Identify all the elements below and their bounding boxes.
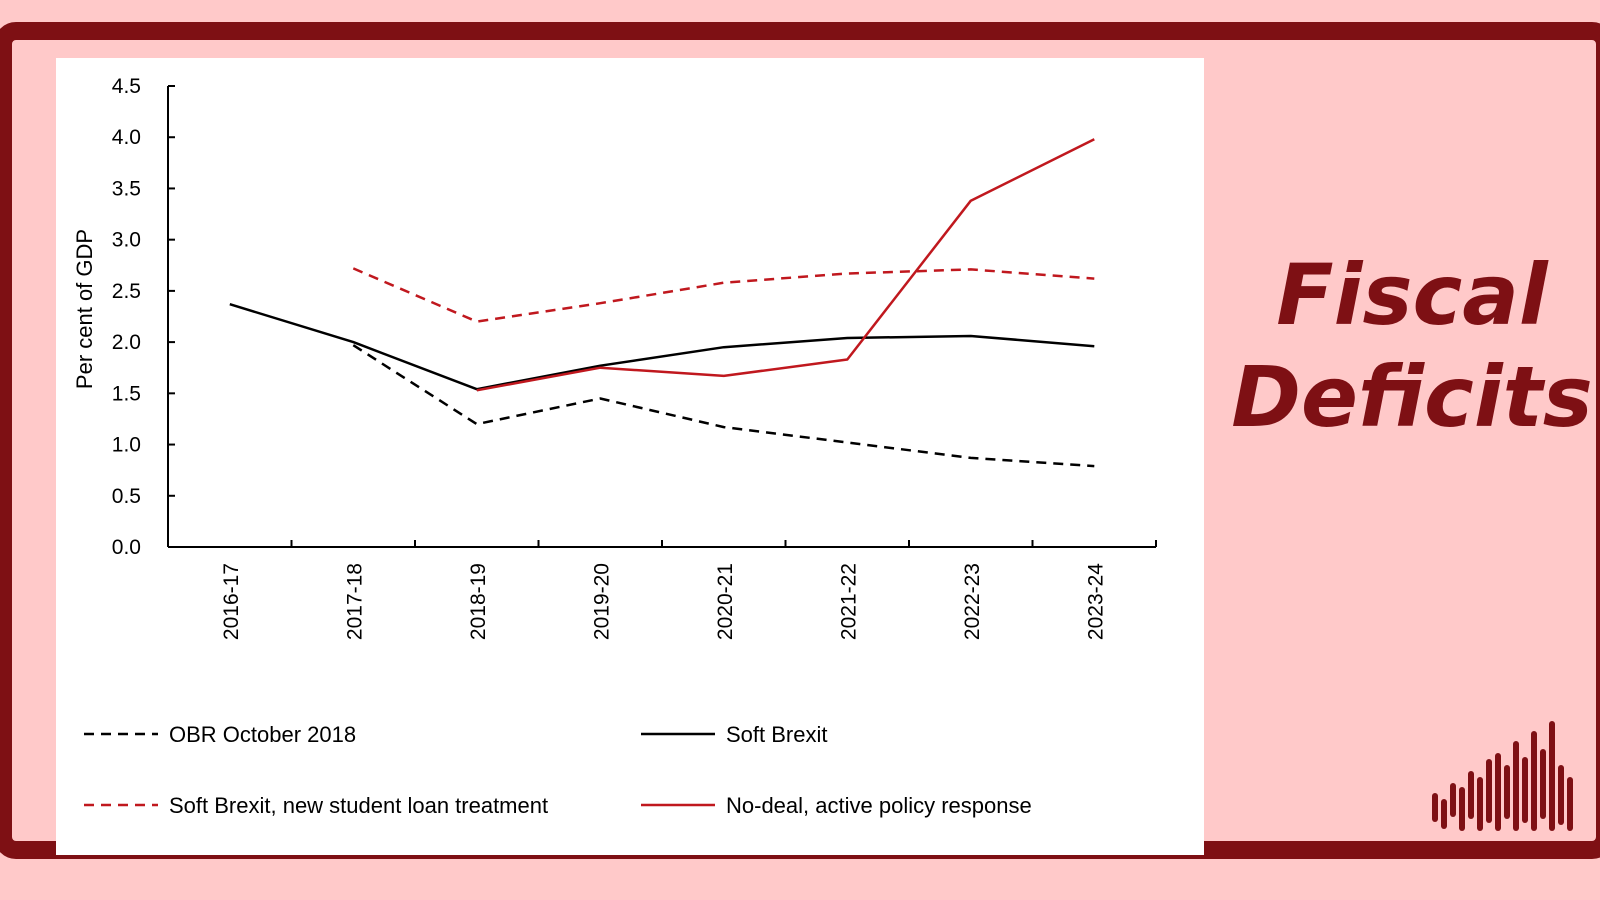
legend-label-3: Soft Brexit, new student loan treatment: [169, 793, 548, 818]
chart-panel: 0.0 0.5 1.0 1.5 2.0 2.5 3.0 3.5 4.0 4.5 2016-17 201…: [56, 58, 1204, 855]
series-line-2: [229, 303, 1095, 391]
legend-label-4: No-deal, active policy response: [726, 793, 1032, 818]
x-tick-label: 2017-18: [343, 563, 366, 640]
headline-line-1: Fiscal: [1276, 246, 1548, 344]
x-tick-label: 2016-17: [220, 563, 243, 640]
bar-waveform-logo-icon: [1432, 721, 1573, 831]
legend-label-1: OBR October 2018: [169, 722, 356, 747]
x-tick-label: 2018-19: [467, 563, 490, 640]
y-tick-label: 4.5: [112, 75, 141, 98]
series-line-3: [352, 267, 1095, 323]
x-tick-label: 2023-24: [1084, 563, 1107, 640]
y-tick-label: 0.5: [112, 485, 141, 508]
x-tick-label: 2021-22: [837, 563, 860, 640]
y-tick-label: 1.5: [112, 382, 141, 405]
y-tick-label: 3.5: [112, 177, 141, 200]
headline: Fiscal Deficits: [1212, 244, 1600, 448]
y-tick-label: 4.0: [112, 126, 141, 149]
series-line-1: [352, 344, 1095, 468]
line-chart: 0.0 0.5 1.0 1.5 2.0 2.5 3.0 3.5 4.0 4.5 2016-17 201…: [72, 75, 1157, 818]
series-line-4: [476, 138, 1095, 392]
x-tick-label: 2020-21: [714, 563, 737, 640]
legend-label-2: Soft Brexit: [726, 722, 827, 747]
y-tick-label: 1.0: [112, 434, 141, 457]
y-tick-label: 0.0: [112, 536, 141, 559]
y-tick-label: 2.0: [112, 331, 141, 354]
x-tick-label: 2019-20: [590, 563, 613, 640]
y-tick-label: 3.0: [112, 229, 141, 252]
y-axis-label: Per cent of GDP: [72, 229, 97, 389]
headline-line-2: Deficits: [1231, 348, 1593, 446]
x-tick-label: 2022-23: [961, 563, 984, 640]
y-tick-label: 2.5: [112, 280, 141, 303]
